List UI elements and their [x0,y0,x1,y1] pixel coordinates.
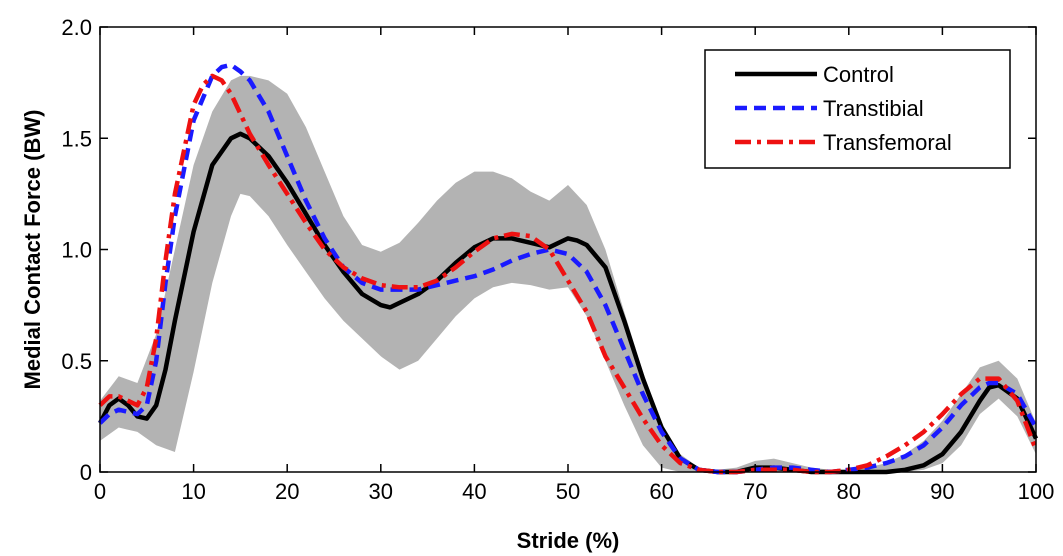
y-tick-label: 1.0 [61,238,92,263]
x-tick-label: 0 [94,479,106,504]
y-tick-label: 1.5 [61,126,92,151]
x-tick-label: 20 [275,479,299,504]
legend-label-transfemoral: Transfemoral [823,130,952,155]
variability-band [100,75,1036,473]
legend: Control Transtibial Transfemoral [704,49,1011,169]
y-axis-title: Medial Contact Force (BW) [20,110,45,390]
x-tick-label: 100 [1018,479,1055,504]
x-tick-label: 40 [462,479,486,504]
y-tick-label: 0.5 [61,349,92,374]
x-tick-label: 30 [369,479,393,504]
axis-ticks: 0 10 20 30 40 50 60 70 80 90 100 0 0.5 1.0 1.5 2.0 [61,15,1054,504]
x-tick-label: 90 [930,479,954,504]
x-axis-title: Stride (%) [517,528,620,553]
x-tick-label: 10 [181,479,205,504]
x-tick-label: 60 [649,479,673,504]
y-tick-label: 2.0 [61,15,92,40]
x-tick-label: 80 [837,479,861,504]
y-tick-label: 0 [80,460,92,485]
series-line-transtibial [98,62,1038,475]
x-tick-label: 70 [743,479,767,504]
series-line-transfemoral [98,73,1039,475]
band-layer [100,75,1036,473]
legend-label-transtibial: Transtibial [823,96,924,121]
legend-label-control: Control [823,62,894,87]
x-tick-label: 50 [556,479,580,504]
